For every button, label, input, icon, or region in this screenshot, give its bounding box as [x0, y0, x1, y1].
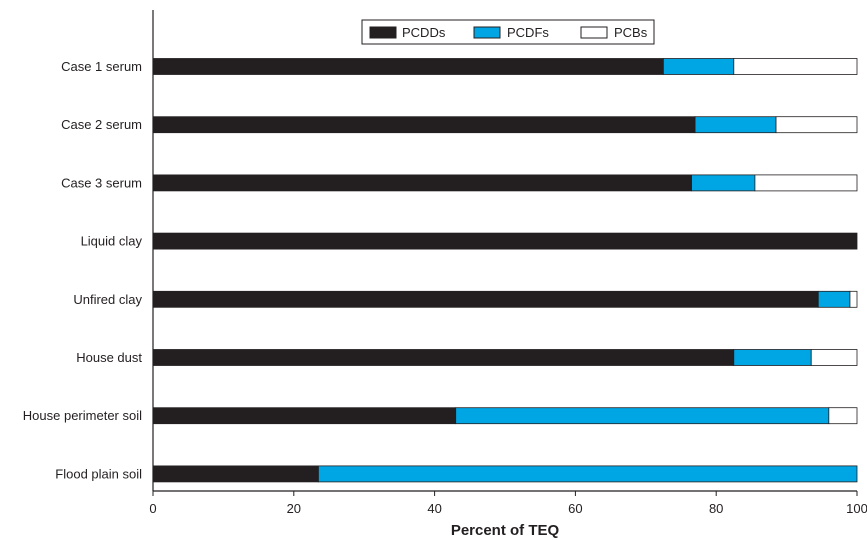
x-tick-label-3: 60	[568, 501, 582, 516]
bar-pcdds-0	[152, 58, 664, 75]
x-tick-label-1: 20	[287, 501, 301, 516]
x-tick-label-5: 100	[846, 501, 867, 516]
bar-pcdfs-4	[817, 290, 851, 308]
bar-pcdfs-0	[663, 58, 735, 75]
category-label-2: Case 3 serum	[61, 175, 142, 190]
legend-swatch-pcbs	[580, 26, 608, 39]
bar-pcdfs-1	[694, 116, 777, 134]
bar-pcdds-1	[152, 116, 696, 134]
bar-pcbs-6	[828, 407, 858, 425]
bar-pcbs-4	[849, 290, 858, 308]
bars-group	[152, 58, 858, 483]
bar-pcdds-4	[152, 290, 819, 308]
bar-pcbs-0	[733, 58, 858, 75]
bar-pcdds-6	[152, 407, 457, 425]
bar-pcbs-1	[775, 116, 858, 134]
category-label-6: House perimeter soil	[23, 408, 142, 423]
x-ticks: 0 20 40 60 80 100	[149, 491, 867, 516]
category-label-4: Unfired clay	[73, 292, 142, 307]
category-label-5: House dust	[76, 350, 142, 365]
bar-pcdds-3	[152, 232, 858, 250]
category-label-1: Case 2 serum	[61, 117, 142, 132]
legend-label-pcdfs: PCDFs	[507, 25, 549, 40]
legend: PCDDs PCDFs PCBs	[361, 19, 655, 45]
category-label-0: Case 1 serum	[61, 59, 142, 74]
bar-pcdfs-5	[733, 349, 812, 366]
bar-pcdds-7	[152, 465, 319, 483]
bar-pcdfs-6	[455, 407, 830, 425]
bar-pcdfs-2	[691, 174, 756, 192]
bar-pcdfs-7	[318, 465, 858, 483]
x-tick-label-2: 40	[427, 501, 441, 516]
legend-swatch-pcdfs	[473, 26, 501, 39]
category-labels: Case 1 serum Case 2 serum Case 3 serum Liqu…	[23, 59, 143, 481]
bar-pcdds-5	[152, 349, 735, 366]
legend-label-pcbs: PCBs	[614, 25, 648, 40]
legend-swatch-pcdds	[369, 26, 397, 39]
legend-label-pcdds: PCDDs	[402, 25, 446, 40]
category-label-7: Flood plain soil	[55, 466, 142, 481]
x-tick-label-4: 80	[709, 501, 723, 516]
category-label-3: Liquid clay	[81, 234, 143, 249]
x-tick-label-0: 0	[149, 501, 156, 516]
bar-pcdds-2	[152, 174, 692, 192]
x-axis-title: Percent of TEQ	[451, 522, 560, 539]
bar-pcbs-5	[810, 349, 858, 366]
bar-pcbs-2	[754, 174, 858, 192]
